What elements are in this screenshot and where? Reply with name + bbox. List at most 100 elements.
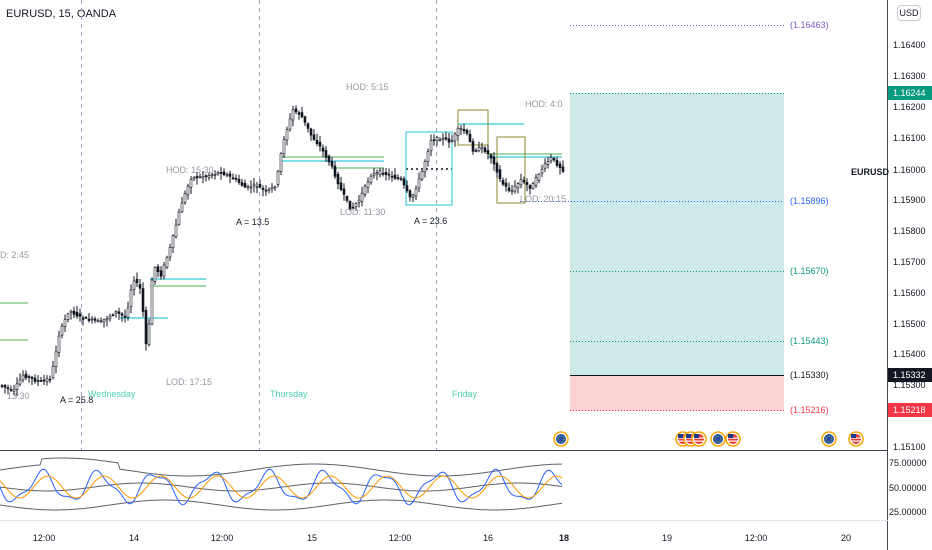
oscillator-pane[interactable] [0,457,563,511]
price-tick-label: 1.15300 [893,380,926,390]
price-tick-label: 1.15800 [893,226,926,236]
oscillator-slow-line [0,475,563,499]
candle-body [273,186,277,189]
chart-annotation: HOD: 15:30 [166,165,214,175]
time-tick-label: 12:00 [211,533,234,543]
candle-body [483,147,487,152]
candle-body [261,187,265,190]
profit-zone[interactable] [570,93,784,375]
candle-body [354,203,358,208]
price-tick-label: 1.16300 [893,71,926,81]
oscillator-axis[interactable]: 75.00000 50.00000 25.00000 [889,458,927,517]
symbol-info[interactable]: EURUSD, 15, OANDA [6,8,117,20]
candle-body [255,186,259,188]
price-badge [888,86,932,100]
candle-body [267,188,271,191]
candle-body [363,185,367,195]
us-flag-icon[interactable] [848,431,864,447]
loss-zone[interactable] [570,375,784,411]
candle-body [516,183,520,189]
oscillator-tick-label: 50.00000 [889,483,927,493]
candle-body [447,138,451,143]
candle-body [144,310,148,345]
us-flag-icon[interactable] [691,431,707,447]
long-position-tool[interactable]: (1.16463) (1.15896) (1.15670) (1.15443) (1.1… [520,20,829,415]
candle-body [195,176,199,179]
candle-body [117,311,121,314]
candle-body [234,177,238,180]
candle-body [510,190,514,193]
currency-button[interactable]: USD [897,5,921,21]
candle-body [123,315,127,318]
candlestick-series[interactable] [0,105,565,397]
candle-body [426,151,430,162]
candle-body [186,185,190,196]
candle-body [69,310,73,314]
candle-body [222,171,226,175]
candle-body [405,185,409,192]
candle-body [129,289,133,307]
candle-body [453,133,457,142]
price-tick-label: 1.16200 [893,102,926,112]
candle-body [324,150,328,158]
candle-body [111,314,115,317]
candle-body [21,374,25,381]
economic-events[interactable] [553,431,864,447]
candle-body [279,153,283,172]
candle-body [81,317,85,320]
candle-body [336,173,340,185]
time-axis[interactable]: 12:00 14 12:00 15 12:00 16 18 19 12:00 20 [33,533,851,543]
candle-body [3,385,7,388]
session-separators [81,0,437,450]
position-level-label: (1.15670) [790,266,829,276]
candle-body [276,171,280,185]
candle-body [132,280,136,290]
price-tick-label: 1.15100 [893,442,926,452]
candle-body [513,185,517,192]
oscillator-upper-band [0,457,563,477]
candle-body [525,182,529,185]
candle-body [51,366,55,378]
eu-flag-icon[interactable] [553,431,569,447]
candle-body [36,380,40,382]
price-axis-symbol-label: EURUSD [851,167,890,177]
price-badge-label: 1.15218 [893,405,926,415]
candle-body [90,318,94,321]
candle-body [450,140,454,142]
candle-body [96,320,100,322]
candle-body [108,316,112,319]
us-flag-icon[interactable] [725,431,741,447]
price-axis[interactable]: 1.16400 1.16300 1.16200 1.16100 1.16000 1.159… [893,40,926,452]
chart-annotation: LOD: 11:30 [340,207,385,217]
candle-body [555,160,559,166]
candle-body [180,202,184,213]
time-tick-label: 18 [559,533,569,543]
eu-flag-icon[interactable] [821,431,837,447]
eu-flag-icon[interactable] [710,431,726,447]
time-tick-label: 12:00 [33,533,56,543]
price-badge-label: 1.15332 [893,370,926,380]
candle-body [156,266,160,273]
candle-body [54,351,58,367]
chart-annotation: Friday [452,389,478,399]
candle-body [42,379,46,382]
candle-body [201,176,205,179]
position-level-label: (1.15216) [790,405,829,415]
candle-body [423,161,427,173]
chart-annotation: A = 23.6 [414,216,447,226]
candle-body [270,186,274,189]
candle-body [162,264,166,277]
chart-annotation: Thursday [270,389,308,399]
candle-body [312,134,316,140]
candle-body [546,161,550,165]
candle-body [159,270,163,277]
candle-body [294,108,298,113]
candle-body [417,178,421,189]
candle-body [177,211,181,226]
candle-body [432,139,436,141]
candle-body [378,170,382,175]
candle-body [231,177,235,180]
candle-body [552,158,556,161]
price-tick-label: 1.15700 [893,257,926,267]
